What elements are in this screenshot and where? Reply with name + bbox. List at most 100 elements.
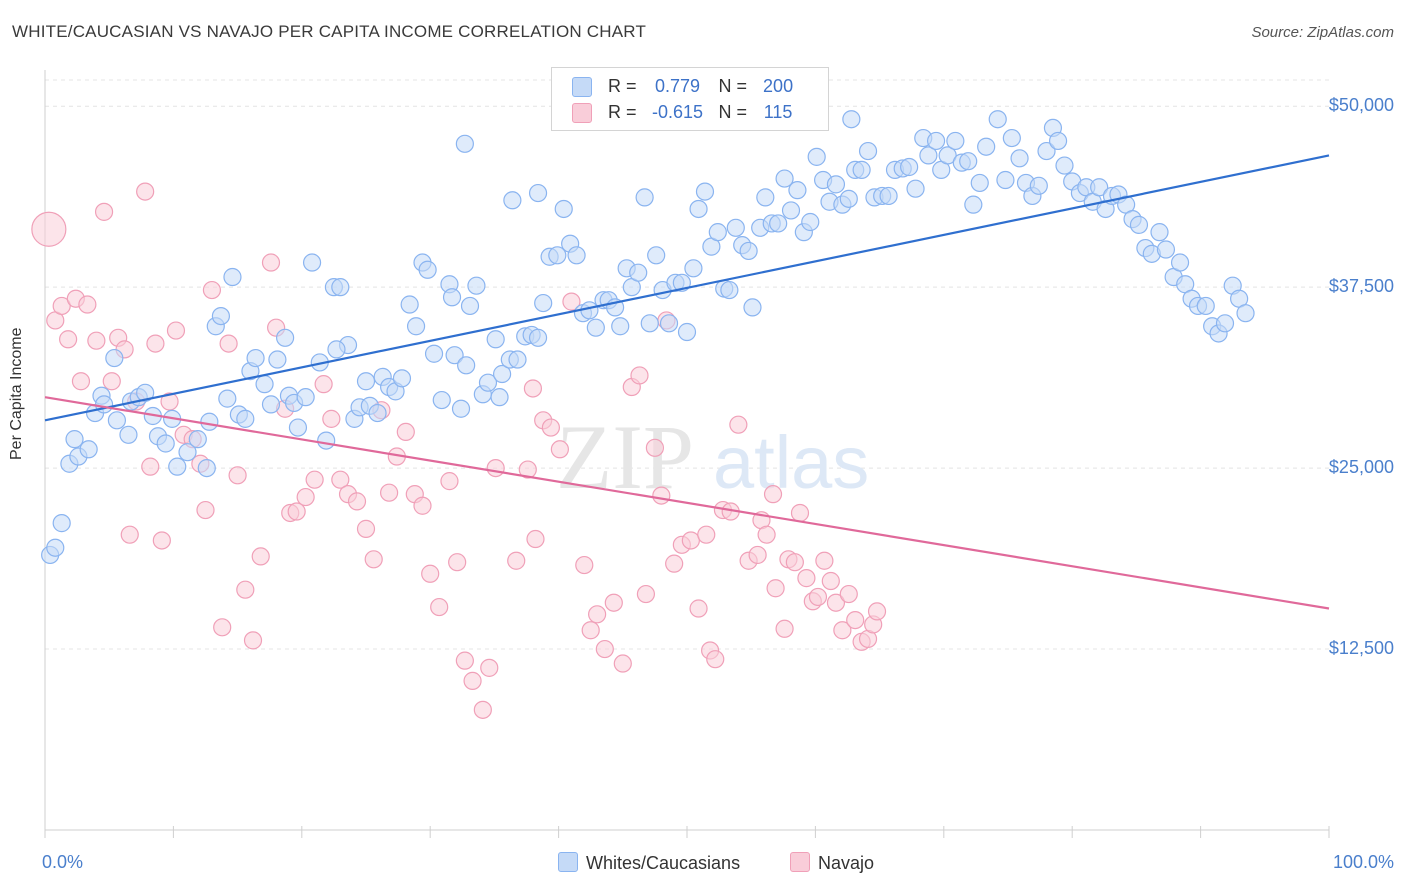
- white-point: [1150, 223, 1169, 242]
- navajo-point: [455, 651, 474, 670]
- x-tick-label-max: 100.0%: [1332, 852, 1394, 872]
- navajo-point: [541, 418, 560, 437]
- white-point: [296, 388, 315, 407]
- navajo-point: [595, 639, 614, 659]
- navajo-point: [581, 621, 600, 640]
- white-point: [503, 191, 522, 210]
- white-point: [959, 152, 978, 171]
- white-point: [781, 201, 801, 220]
- white-point: [218, 389, 237, 408]
- navajo-point: [665, 554, 684, 573]
- white-point: [508, 350, 527, 369]
- navajo-point: [261, 253, 281, 272]
- white-point: [65, 430, 84, 449]
- navajo-point: [808, 587, 828, 607]
- navajo-point: [364, 550, 383, 569]
- white-point: [392, 369, 412, 388]
- navajo-point: [396, 422, 415, 442]
- white-point: [567, 246, 586, 265]
- navajo-point: [697, 525, 716, 544]
- white-point: [119, 425, 138, 444]
- white-point: [327, 340, 346, 359]
- navajo-point: [236, 580, 255, 599]
- navajo-point: [613, 654, 632, 673]
- navajo-point: [146, 334, 165, 353]
- white-point: [807, 147, 826, 166]
- navajo-point: [636, 584, 656, 604]
- white-point: [977, 137, 996, 156]
- legend-n-value-white: 200: [763, 76, 794, 96]
- white-point: [1215, 314, 1235, 333]
- white-point: [455, 134, 474, 153]
- navajo-point: [413, 496, 432, 515]
- white-point: [756, 188, 775, 207]
- white-point: [659, 314, 679, 333]
- white-point: [635, 188, 654, 207]
- watermark: ZIP atlas: [556, 406, 869, 508]
- navajo-point: [305, 470, 324, 489]
- navajo-point: [681, 531, 700, 550]
- navajo-point: [136, 182, 155, 201]
- white-point: [268, 350, 287, 369]
- white-point: [486, 330, 505, 349]
- white-point: [1010, 149, 1029, 168]
- navajo-point: [785, 553, 804, 572]
- white-point: [964, 195, 983, 214]
- white-point: [946, 131, 965, 151]
- navajo-point: [322, 409, 341, 428]
- white-point: [467, 276, 486, 295]
- white-point: [726, 218, 745, 237]
- navajo-point: [729, 415, 748, 434]
- navajo-point: [518, 460, 537, 479]
- white-point: [432, 390, 451, 410]
- white-point: [493, 364, 512, 384]
- navajo-point: [94, 202, 114, 221]
- navajo-point: [652, 486, 671, 505]
- navajo-point: [486, 458, 505, 478]
- navajo-point: [213, 618, 232, 637]
- navajo-point: [87, 331, 106, 350]
- white-point: [460, 296, 480, 316]
- navajo-point: [152, 531, 171, 550]
- white-point: [801, 212, 820, 232]
- navajo-point: [251, 547, 270, 566]
- navajo-point: [380, 483, 399, 502]
- navajo-point: [523, 379, 543, 398]
- navajo-point: [102, 372, 121, 391]
- navajo-point: [630, 366, 649, 385]
- white-point: [919, 146, 938, 165]
- white-point: [842, 110, 861, 129]
- white-point: [684, 259, 703, 278]
- navajo-point: [757, 525, 776, 544]
- white-point: [400, 295, 419, 314]
- white-point: [246, 348, 265, 368]
- white-point: [255, 375, 274, 394]
- white-point: [317, 431, 336, 450]
- navajo-point: [448, 553, 467, 572]
- white-point: [478, 373, 498, 392]
- white-point: [302, 253, 322, 272]
- bottom-legend-label-navajo: Navajo: [818, 853, 875, 873]
- white-point: [442, 288, 462, 307]
- legend-r-label: R =: [608, 102, 637, 122]
- white-point: [223, 267, 242, 287]
- white-point: [647, 246, 666, 265]
- legend-swatch-white: [572, 77, 592, 97]
- navajo-point: [833, 621, 852, 640]
- navajo-point: [52, 296, 71, 316]
- white-point: [200, 412, 219, 431]
- navajo-point: [331, 470, 350, 489]
- navajo-point: [763, 485, 783, 504]
- white-point: [554, 199, 573, 219]
- bottom-legend-swatch-navajo: [790, 852, 810, 872]
- navajo-point: [287, 502, 306, 521]
- legend-n-label: N =: [718, 102, 748, 122]
- white-point: [534, 293, 553, 313]
- navajo-point: [243, 631, 263, 650]
- white-point: [1029, 176, 1048, 195]
- white-point: [852, 160, 871, 179]
- white-point: [996, 170, 1015, 190]
- watermark-zip: ZIP: [556, 406, 694, 508]
- white-point: [839, 189, 858, 208]
